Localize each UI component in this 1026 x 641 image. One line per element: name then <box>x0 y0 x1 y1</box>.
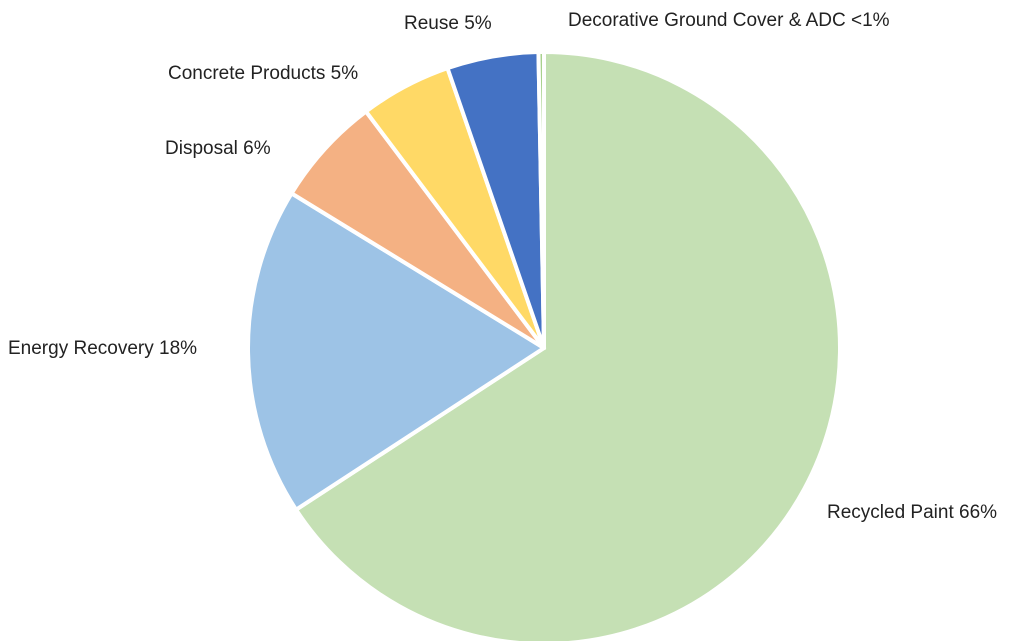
slice-label-energy-recovery: Energy Recovery 18% <box>8 338 197 359</box>
pie-slice-energy-recovery <box>246 191 546 512</box>
pie-slice-recycled-paint <box>294 50 842 641</box>
pie-slice-decorative-ground-cover-adc <box>536 49 546 350</box>
slice-label-recycled-paint: Recycled Paint 66% <box>827 502 997 523</box>
slice-label-concrete-products: Concrete Products 5% <box>168 63 358 84</box>
slice-label-disposal: Disposal 6% <box>165 138 271 159</box>
slice-label-decorative-ground-cover: Decorative Ground Cover & ADC <1% <box>568 10 890 31</box>
pie-slices <box>246 49 842 641</box>
pie-labels: Recycled Paint 66% Energy Recovery 18% D… <box>8 10 997 523</box>
slice-label-reuse: Reuse 5% <box>404 13 492 34</box>
